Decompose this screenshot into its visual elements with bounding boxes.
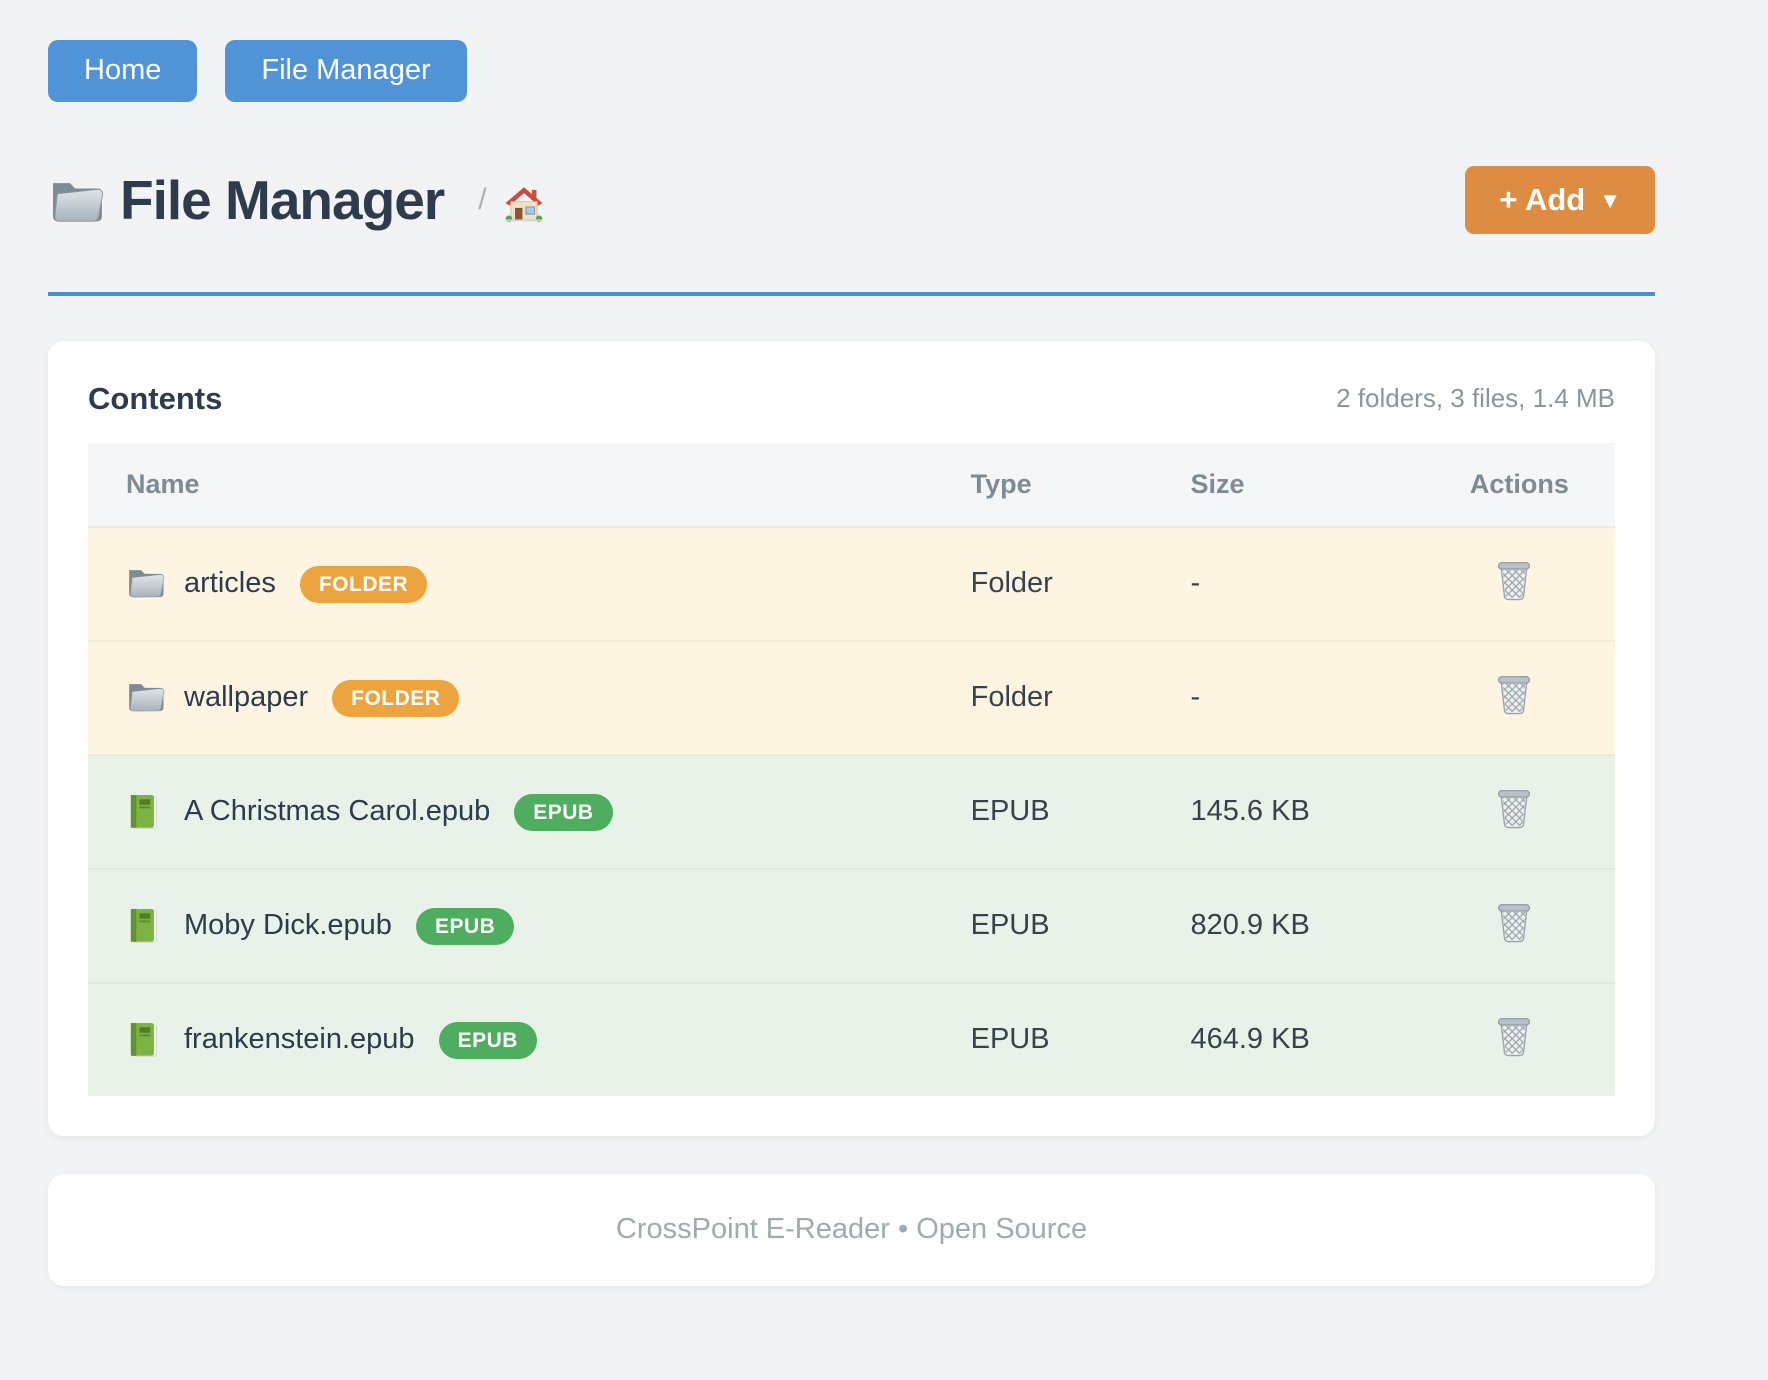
- name-cell: frankenstein.epub EPUB: [88, 983, 971, 1096]
- chevron-down-icon: ▼: [1599, 187, 1621, 213]
- size-cell: -: [1190, 681, 1201, 714]
- delete-button[interactable]: [1494, 785, 1534, 834]
- name-cell: A Christmas Carol.epub EPUB: [88, 755, 971, 869]
- type-cell: EPUB: [970, 909, 1050, 942]
- delete-button[interactable]: [1494, 671, 1534, 720]
- type-cell: Folder: [970, 681, 1053, 714]
- green-book-icon: [126, 793, 166, 831]
- actions-cell: [1470, 527, 1615, 641]
- page-title: File Manager: [120, 168, 445, 231]
- type-badge: FOLDER: [332, 680, 460, 718]
- name-cell: Moby Dick.epub EPUB: [88, 869, 971, 983]
- trash-icon: [1494, 671, 1534, 717]
- actions-cell: [1470, 641, 1615, 755]
- green-book-icon: [126, 907, 166, 945]
- size-cell: 820.9 KB: [1190, 909, 1310, 942]
- top-nav: Home File Manager: [48, 0, 1655, 102]
- table-body: articles FOLDER Folder - wallpaper: [88, 526, 1615, 1096]
- folder-icon: [48, 176, 106, 224]
- type-badge: EPUB: [438, 1022, 537, 1060]
- footer: CrossPoint E-Reader • Open Source: [48, 1173, 1655, 1286]
- file-name[interactable]: frankenstein.epub: [184, 1023, 415, 1056]
- delete-button[interactable]: [1494, 1013, 1534, 1062]
- folder-icon: [126, 565, 166, 603]
- contents-title: Contents: [88, 380, 223, 416]
- file-name[interactable]: articles: [184, 567, 276, 600]
- size-cell: 145.6 KB: [1190, 795, 1310, 828]
- folder-icon: [126, 679, 166, 717]
- add-button-label: + Add: [1499, 181, 1586, 217]
- add-button[interactable]: + Add ▼: [1465, 165, 1655, 234]
- file-name[interactable]: wallpaper: [184, 681, 309, 714]
- trash-icon: [1494, 785, 1534, 831]
- type-badge: FOLDER: [299, 566, 428, 604]
- type-badge: EPUB: [514, 794, 613, 832]
- trash-icon: [1494, 557, 1534, 603]
- name-cell: articles FOLDER: [88, 527, 971, 641]
- title-wrap: File Manager /: [48, 168, 545, 232]
- table-row[interactable]: A Christmas Carol.epub EPUB EPUB 145.6 K…: [88, 754, 1615, 869]
- file-table: Name Type Size Actions articles FOLDER F…: [88, 442, 1615, 1096]
- contents-summary: 2 folders, 3 files, 1.4 MB: [1336, 383, 1615, 414]
- actions-cell: [1470, 983, 1615, 1096]
- column-header-actions: Actions: [1469, 442, 1615, 528]
- column-header-type: Type: [970, 442, 1191, 528]
- green-book-icon: [126, 1021, 166, 1059]
- type-cell: Folder: [970, 567, 1053, 600]
- home-button[interactable]: Home: [48, 40, 198, 102]
- file-name[interactable]: A Christmas Carol.epub: [184, 795, 491, 828]
- size-cell: -: [1190, 567, 1201, 600]
- page-header: File Manager / + Add ▼: [48, 165, 1655, 296]
- size-cell: 464.9 KB: [1190, 1023, 1310, 1056]
- table-header: Name Type Size Actions: [88, 442, 1615, 528]
- actions-cell: [1470, 869, 1615, 983]
- name-cell: wallpaper FOLDER: [88, 641, 971, 755]
- breadcrumb-separator: /: [478, 182, 487, 216]
- delete-button[interactable]: [1494, 557, 1534, 606]
- type-badge: EPUB: [415, 908, 515, 946]
- column-header-name: Name: [88, 442, 971, 528]
- table-row[interactable]: articles FOLDER Folder -: [88, 526, 1615, 641]
- delete-button[interactable]: [1494, 899, 1534, 948]
- footer-text: CrossPoint E-Reader • Open Source: [615, 1213, 1088, 1246]
- table-row[interactable]: wallpaper FOLDER Folder -: [88, 640, 1615, 755]
- file-name[interactable]: Moby Dick.epub: [184, 909, 392, 942]
- file-manager-button[interactable]: File Manager: [225, 40, 467, 102]
- contents-card-header: Contents 2 folders, 3 files, 1.4 MB: [88, 381, 1615, 417]
- page-container: Home File Manager File Manager / + Add ▼…: [48, 0, 1655, 1286]
- type-cell: EPUB: [970, 1023, 1050, 1056]
- table-row[interactable]: frankenstein.epub EPUB EPUB 464.9 KB: [88, 982, 1615, 1096]
- trash-icon: [1494, 1013, 1534, 1059]
- actions-cell: [1470, 755, 1615, 869]
- table-row[interactable]: Moby Dick.epub EPUB EPUB 820.9 KB: [88, 868, 1615, 983]
- type-cell: EPUB: [970, 795, 1050, 828]
- contents-card: Contents 2 folders, 3 files, 1.4 MB Name…: [48, 340, 1655, 1136]
- trash-icon: [1494, 899, 1534, 945]
- home-icon[interactable]: [503, 183, 545, 223]
- column-header-size: Size: [1190, 442, 1470, 528]
